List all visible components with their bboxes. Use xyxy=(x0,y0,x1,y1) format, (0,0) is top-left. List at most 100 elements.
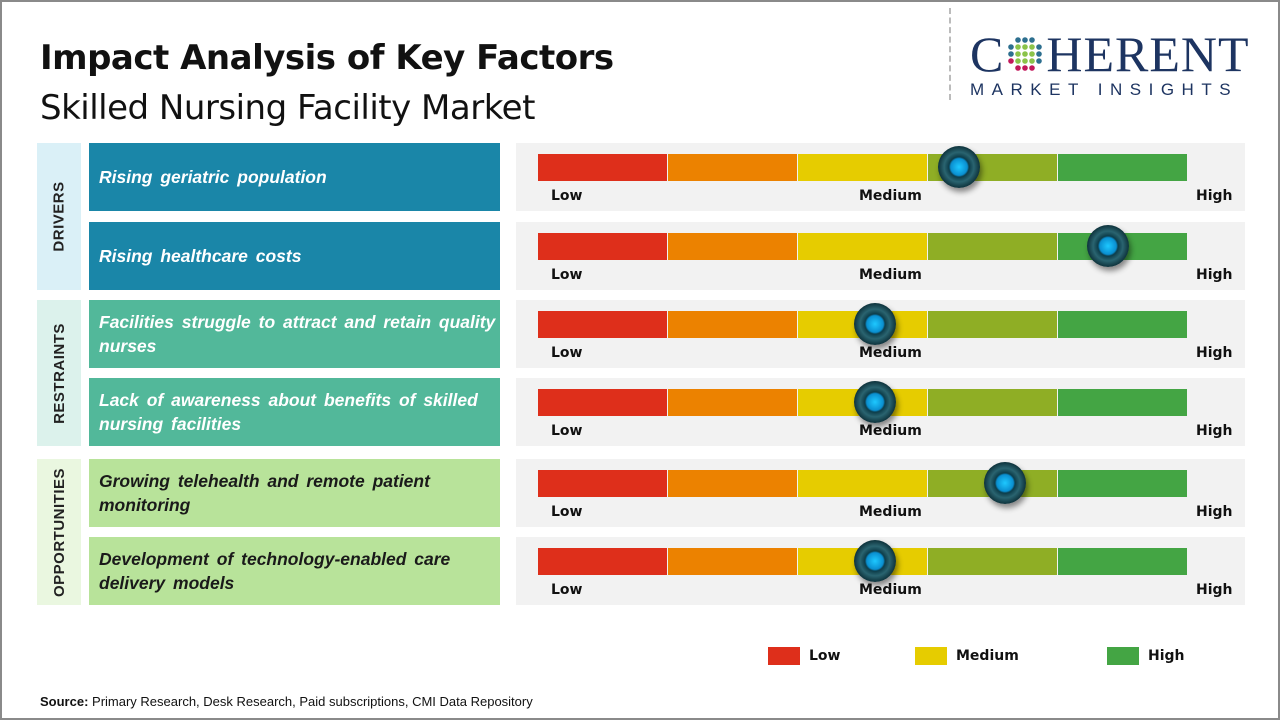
factor-label: Development of technology-enabled care d… xyxy=(89,537,500,605)
logo-dot xyxy=(1022,65,1029,71)
scale-label-high: High xyxy=(1196,188,1233,204)
logo-dot xyxy=(1036,51,1043,57)
impact-marker xyxy=(983,462,1026,504)
scale-label-low: Low xyxy=(551,582,583,598)
scale-label-high: High xyxy=(1196,582,1233,598)
factor-label: Lack of awareness about benefits of skil… xyxy=(89,378,500,446)
scale-label-medium: Medium xyxy=(859,582,922,598)
logo-dot xyxy=(1022,58,1029,64)
logo-dot xyxy=(1015,51,1022,57)
scale-segment xyxy=(668,311,797,338)
legend-label: Medium xyxy=(956,648,1019,664)
impact-gauge: Low Medium High xyxy=(516,222,1245,290)
scale-segment xyxy=(928,389,1057,416)
logo-dot xyxy=(1008,44,1015,50)
legend-high: High xyxy=(1107,647,1185,665)
category-drivers: DRIVERS xyxy=(37,143,81,290)
category-restraints: RESTRAINTS xyxy=(37,300,81,446)
scale-label-low: Low xyxy=(551,504,583,520)
impact-marker xyxy=(1087,225,1130,267)
scale-label-medium: Medium xyxy=(859,188,922,204)
scale-segment xyxy=(668,233,797,260)
scale-label-medium: Medium xyxy=(859,345,922,361)
impact-marker xyxy=(853,381,896,423)
logo-dot xyxy=(1008,58,1015,64)
legend-swatch xyxy=(1107,647,1139,665)
logo-globe-icon xyxy=(1008,37,1043,71)
scale-segment xyxy=(1058,548,1187,575)
logo-dot xyxy=(1029,37,1036,43)
scale-segment xyxy=(1058,389,1187,416)
scale-segment xyxy=(1058,154,1187,181)
scale-label-high: High xyxy=(1196,423,1233,439)
impact-marker xyxy=(853,303,896,345)
scale-segment xyxy=(668,389,797,416)
scale-segment xyxy=(538,548,667,575)
scale-segment xyxy=(668,154,797,181)
scale-label-high: High xyxy=(1196,267,1233,283)
logo: C HERENT MARKET INSIGHTS xyxy=(970,26,1250,99)
legend-swatch xyxy=(915,647,947,665)
scale-segment xyxy=(1058,311,1187,338)
logo-dot xyxy=(1015,44,1022,50)
source-prefix: Source: xyxy=(40,694,89,709)
scale-segment xyxy=(538,389,667,416)
impact-marker xyxy=(938,146,981,188)
legend-low: Low xyxy=(768,647,840,665)
logo-dot xyxy=(1015,37,1022,43)
scale-label-high: High xyxy=(1196,345,1233,361)
scale-label-medium: Medium xyxy=(859,423,922,439)
logo-dot xyxy=(1015,65,1022,71)
scale-segment xyxy=(798,154,927,181)
impact-marker xyxy=(853,540,896,582)
legend-label: High xyxy=(1148,648,1185,664)
factor-label: Growing telehealth and remote patient mo… xyxy=(89,459,500,527)
scale-label-low: Low xyxy=(551,188,583,204)
logo-dot xyxy=(1029,65,1036,71)
category-label: OPPORTUNITIES xyxy=(50,467,68,597)
logo-dot xyxy=(1015,58,1022,64)
scale-segment xyxy=(1058,470,1187,497)
category-label: RESTRAINTS xyxy=(50,322,68,424)
scale-segment xyxy=(798,233,927,260)
scale-label-high: High xyxy=(1196,504,1233,520)
scale-segment xyxy=(538,154,667,181)
logo-dot xyxy=(1036,44,1043,50)
impact-gauge: Low Medium High xyxy=(516,537,1245,605)
impact-gauge: Low Medium High xyxy=(516,378,1245,446)
scale-segment xyxy=(928,311,1057,338)
logo-dot xyxy=(1008,51,1015,57)
scale-label-medium: Medium xyxy=(859,504,922,520)
logo-dot xyxy=(1029,44,1036,50)
logo-dot xyxy=(1022,44,1029,50)
scale-segment xyxy=(928,548,1057,575)
source-note: Source: Primary Research, Desk Research,… xyxy=(40,694,533,709)
scale-segment xyxy=(928,233,1057,260)
impact-gauge: Low Medium High xyxy=(516,459,1245,527)
legend-label: Low xyxy=(809,648,841,664)
scale-label-medium: Medium xyxy=(859,267,922,283)
factor-label: Rising healthcare costs xyxy=(89,222,500,290)
impact-gauge: Low Medium High xyxy=(516,300,1245,368)
scale-segment xyxy=(668,548,797,575)
impact-gauge: Low Medium High xyxy=(516,143,1245,211)
scale-label-low: Low xyxy=(551,267,583,283)
factor-label: Rising geriatric population xyxy=(89,143,500,211)
legend-swatch xyxy=(768,647,800,665)
category-label: DRIVERS xyxy=(50,181,68,252)
legend-medium: Medium xyxy=(915,647,1019,665)
scale-segment xyxy=(668,470,797,497)
factor-label: Facilities struggle to attract and retai… xyxy=(89,300,500,368)
logo-dot xyxy=(1036,58,1043,64)
scale-segment xyxy=(538,233,667,260)
scale-segment xyxy=(538,311,667,338)
logo-dot xyxy=(1022,51,1029,57)
page-title: Impact Analysis of Key Factors xyxy=(40,38,614,78)
logo-dot xyxy=(1029,58,1036,64)
category-opportunities: OPPORTUNITIES xyxy=(37,459,81,605)
scale-segment xyxy=(798,470,927,497)
scale-label-low: Low xyxy=(551,423,583,439)
source-text: Primary Research, Desk Research, Paid su… xyxy=(88,694,533,709)
logo-dot xyxy=(1029,51,1036,57)
